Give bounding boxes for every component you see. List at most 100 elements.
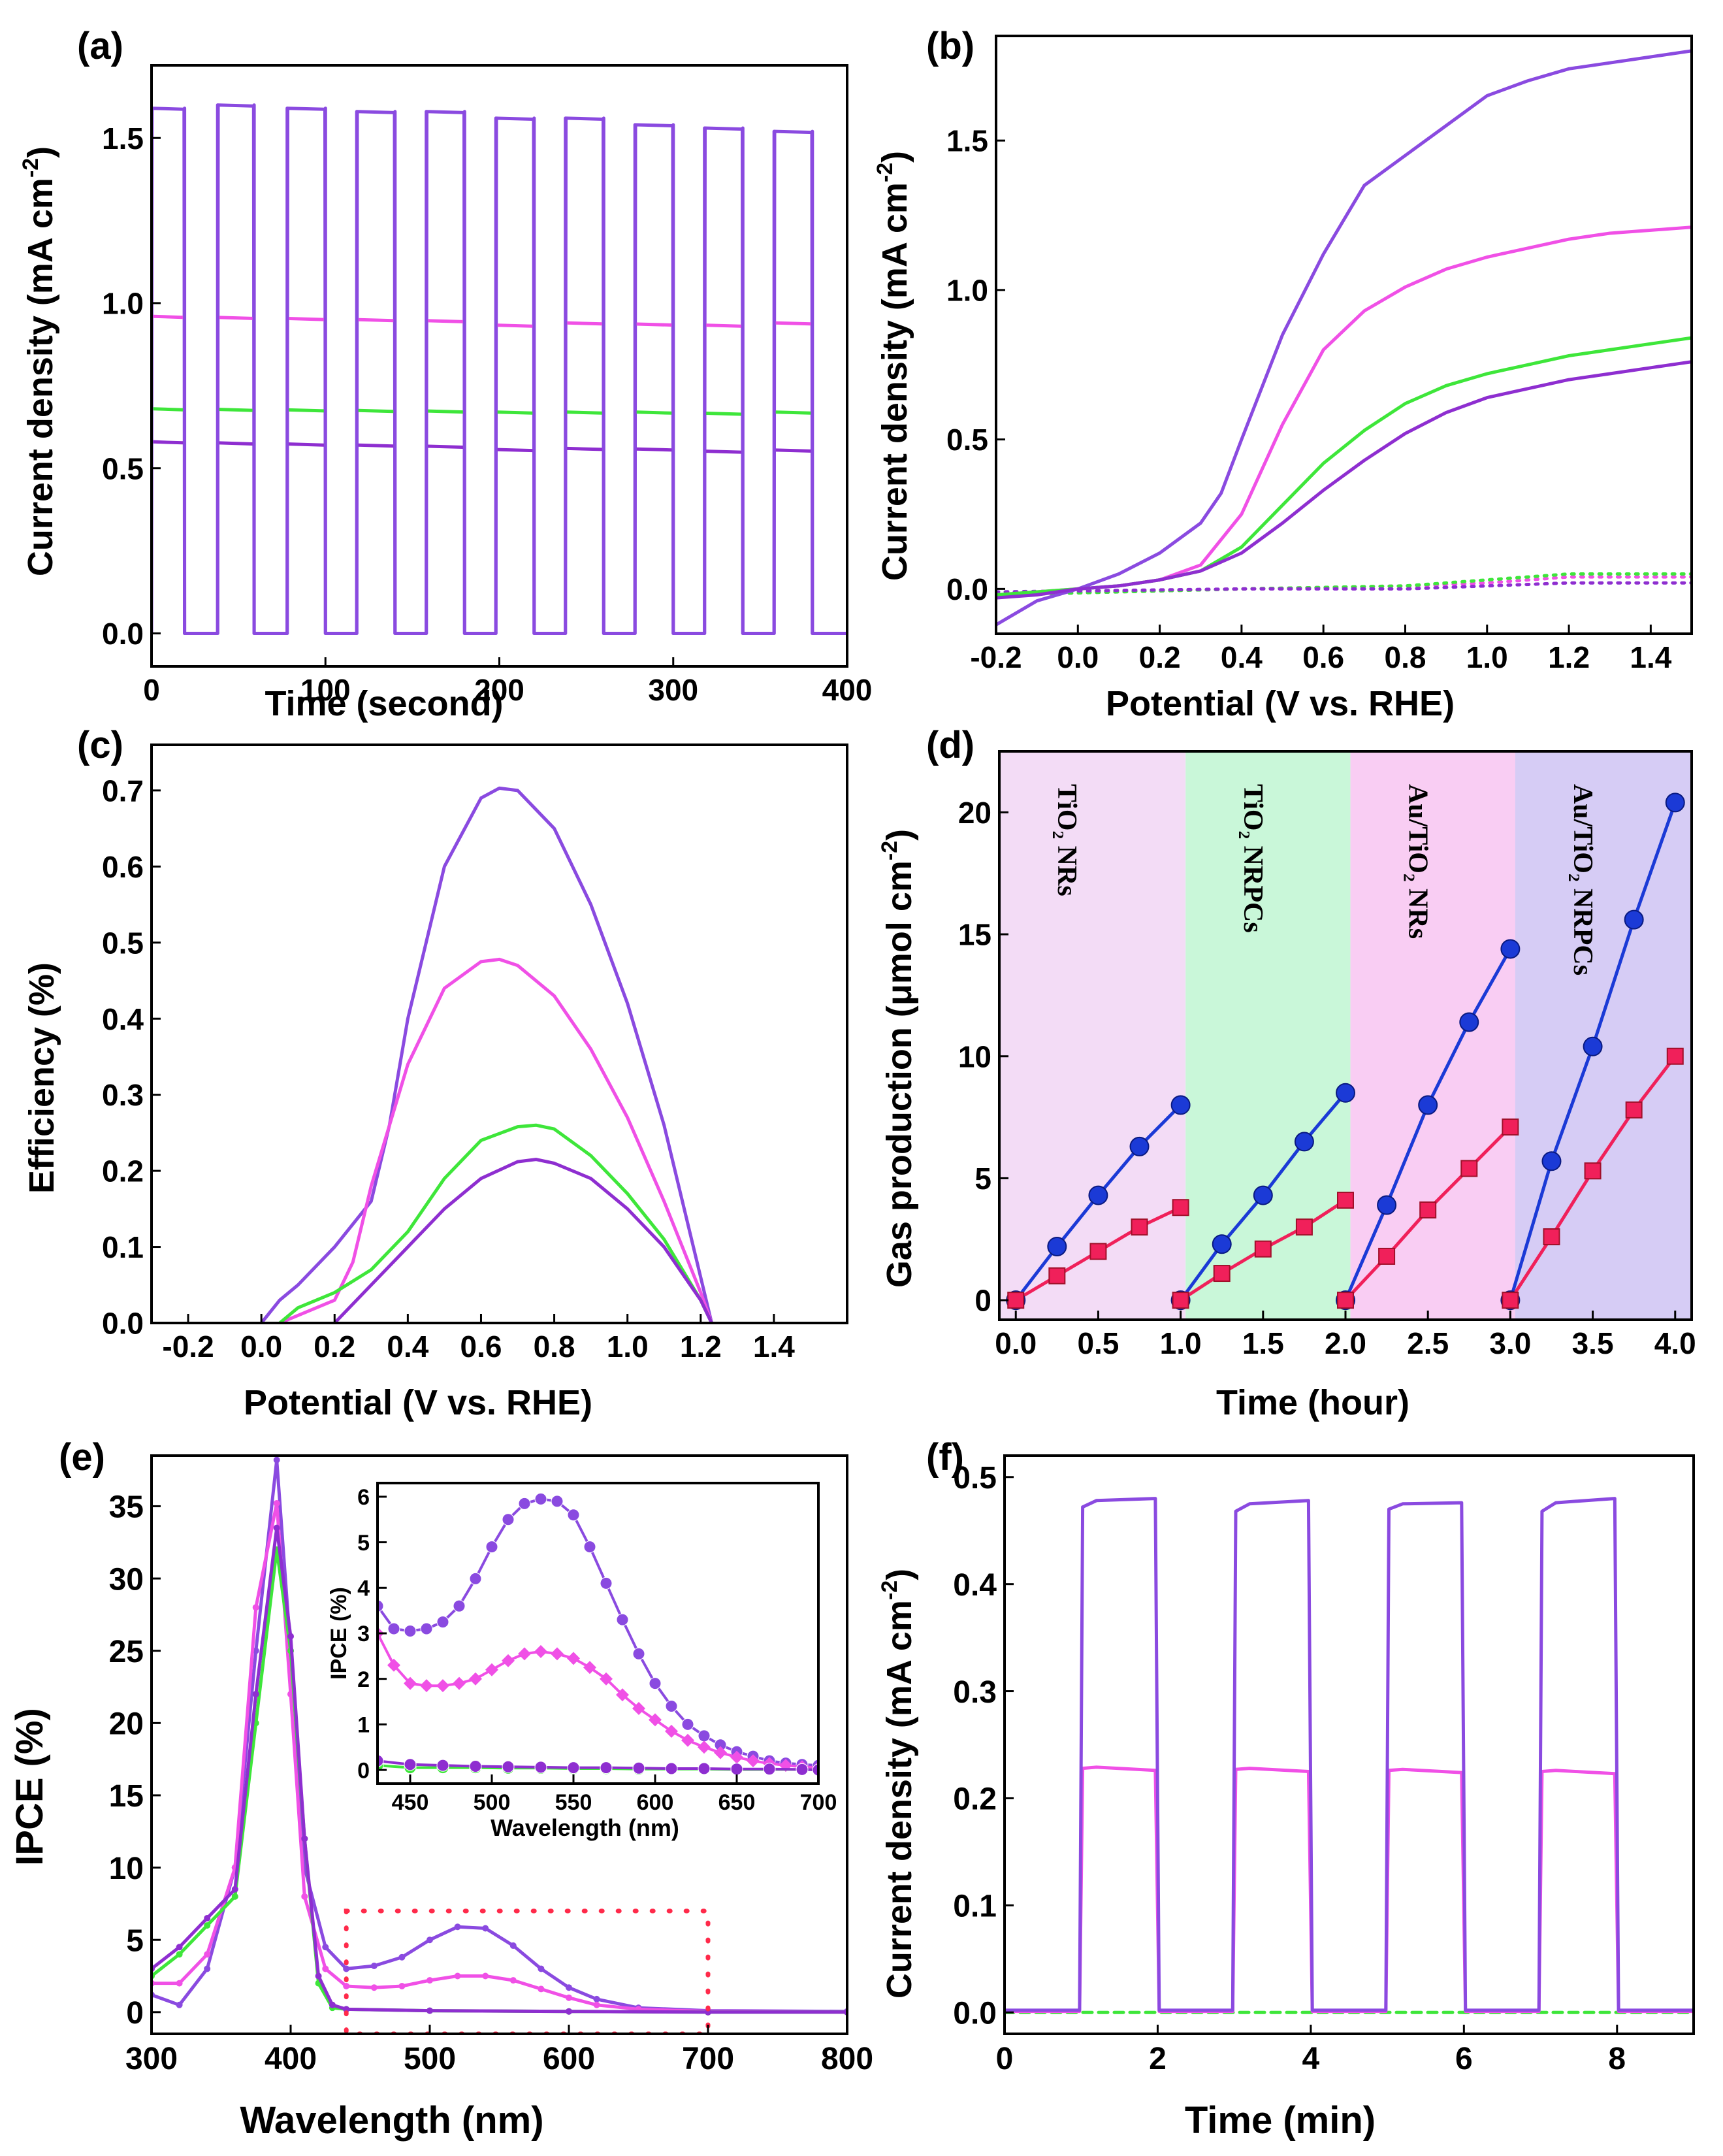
panel-d-xtick-label: 4.0 (1654, 1326, 1696, 1360)
panel-f-xtick-label: 0 (996, 2042, 1014, 2076)
series-e-inset-purple-marker (616, 1613, 629, 1626)
series-d-blue-marker (1500, 939, 1521, 959)
panel-e-ytick-label: 5 (126, 1923, 144, 1958)
panel-b-ylabel: Current density (mA cm-2) (873, 151, 914, 581)
panel-c: (c) Potential (V vs. RHE) Efficiency (%)… (22, 724, 848, 1422)
panel-b-xtick-label: 0.0 (1057, 640, 1099, 674)
series-e-inset-violet-marker (600, 1761, 613, 1774)
panel-d-region-label-2: TiO₂ NRPCs (1238, 784, 1268, 933)
panel-d-xtick-label: 3.5 (1572, 1326, 1614, 1360)
panel-e-inset-ytick-label: 4 (357, 1576, 370, 1601)
panel-c-xtick-label: 0.0 (240, 1330, 282, 1364)
series-e-inset-magenta-marker (600, 1672, 613, 1686)
series-e-inset-violet-marker (404, 1758, 417, 1771)
series-e-magenta-marker (482, 1972, 489, 1980)
series-d-blue-marker (1377, 1195, 1397, 1215)
series-e-purple-marker (252, 1647, 259, 1654)
series-e-magenta-marker (538, 1985, 545, 1993)
series-d-red-marker (1213, 1265, 1231, 1282)
series-e-inset-purple-marker (567, 1509, 580, 1522)
series-e-purple-marker (538, 1965, 545, 1972)
series-e-magenta-marker (593, 2001, 600, 2008)
panel-f-ylabel-tail: ) (880, 1569, 919, 1580)
series-e-inset-violet-marker (665, 1762, 678, 1775)
series-d-blue-marker (1129, 1136, 1150, 1156)
series-e-magenta-marker (370, 1984, 378, 1991)
panel-e-xtick-label: 500 (404, 2042, 456, 2076)
series-e-inset-magenta-marker (485, 1663, 498, 1676)
series-a-magenta-plateau (357, 318, 395, 323)
series-e-green-marker (204, 1922, 211, 1929)
panel-e-xtick-label: 600 (543, 2042, 595, 2076)
series-d-blue-marker (1459, 1012, 1479, 1032)
series-a-green-plateau (704, 412, 743, 416)
panel-c-ytick-label: 0.2 (102, 1154, 144, 1188)
series-e-purple-marker (482, 1925, 489, 1932)
panel-e-inset-xtick-label: 450 (392, 1790, 429, 1815)
series-d-blue-marker (1624, 909, 1644, 930)
series-a-green-plateau (635, 410, 673, 415)
panel-b-ytick-label: 1.0 (946, 273, 988, 307)
panel-f-xtick-label: 2 (1149, 2042, 1167, 2076)
panel-b-ylabel-sup: -2 (873, 163, 897, 182)
panel-c-xtick-label: -0.2 (162, 1330, 214, 1364)
series-e-inset-purple-marker (583, 1541, 596, 1554)
series-d-red-marker (1460, 1160, 1478, 1177)
panel-b-xtick-label: 0.6 (1302, 640, 1344, 674)
series-e-purple-marker (509, 1942, 517, 1950)
panel-e-plot-area (152, 1456, 847, 2034)
series-d-blue-marker (1047, 1236, 1067, 1256)
series-e-inset-magenta-marker (534, 1644, 547, 1658)
series-a-green-plateau (774, 410, 813, 415)
series-a-violet-plateau (496, 448, 534, 453)
series-e-inset-purple-marker (436, 1616, 449, 1629)
panel-f-xtick-label: 6 (1455, 2042, 1473, 2076)
panel-c-ytick-label: 0.4 (102, 1002, 144, 1036)
panel-d-plot-area (999, 751, 1692, 1320)
panel-a-xtick-label: 300 (648, 673, 698, 707)
series-e-magenta-marker (427, 1977, 433, 1984)
series-f-purple (1005, 1497, 1694, 2012)
series-e-purple-marker (454, 1923, 461, 1931)
series-e-inset-violet-marker (378, 1754, 384, 1767)
panel-d-region-label-1: TiO₂ NRs (1052, 784, 1082, 896)
panel-b-xtick-label: 1.2 (1548, 640, 1590, 674)
panel-b-plot-area (996, 49, 1692, 627)
series-b-violet (996, 360, 1692, 600)
series-d-red-marker (1254, 1240, 1272, 1258)
panel-e-ytick-label: 10 (109, 1852, 144, 1886)
series-e-inset-magenta-marker (518, 1647, 531, 1661)
panel-b-xtick-label: 1.0 (1466, 640, 1508, 674)
series-e-inset-purple-marker (378, 1599, 384, 1612)
panel-d-xtick-label: 1.5 (1242, 1326, 1284, 1360)
panel-e-inset-xtick-label: 600 (637, 1790, 674, 1815)
series-a-magenta-plateau (287, 317, 326, 321)
series-e-inset-violet-marker (436, 1759, 449, 1772)
panel-f-ytick-label: 0.5 (953, 1461, 997, 1495)
series-e-violet-marker (287, 1633, 294, 1640)
panel-e-inset-ytick-label: 5 (357, 1531, 370, 1556)
series-e-inset-magenta-marker (583, 1661, 596, 1674)
panel-a-xtick-label: 200 (474, 673, 524, 707)
series-e-green-marker (231, 1893, 238, 1900)
panel-f-ytick-label: 0.3 (953, 1675, 997, 1710)
series-e-magenta-marker (273, 1500, 280, 1507)
panel-c-label: (c) (77, 724, 123, 766)
series-d-red-marker (1089, 1243, 1107, 1260)
panel-d-label: (d) (926, 724, 974, 766)
series-a-green-plateau (357, 408, 395, 414)
panel-e-ytick-label: 25 (109, 1635, 144, 1669)
series-d-blue-marker (1418, 1095, 1438, 1115)
series-a-magenta-plateau (496, 323, 534, 328)
series-d-blue-marker (1088, 1185, 1108, 1205)
panel-a-ytick-label: 1.5 (102, 122, 144, 155)
series-e-inset-purple-marker (551, 1495, 564, 1508)
panel-b-ytick-label: 0.0 (946, 572, 988, 606)
series-e-inset-purple-marker (420, 1622, 433, 1635)
series-d-red-marker (1337, 1192, 1354, 1209)
series-e-inset-violet-marker (812, 1763, 818, 1776)
panel-d-region-4 (1515, 751, 1692, 1320)
series-d-red-marker (1007, 1292, 1025, 1309)
series-e-inset-purple-marker (534, 1492, 547, 1505)
series-e-purple-marker (204, 1965, 211, 1972)
